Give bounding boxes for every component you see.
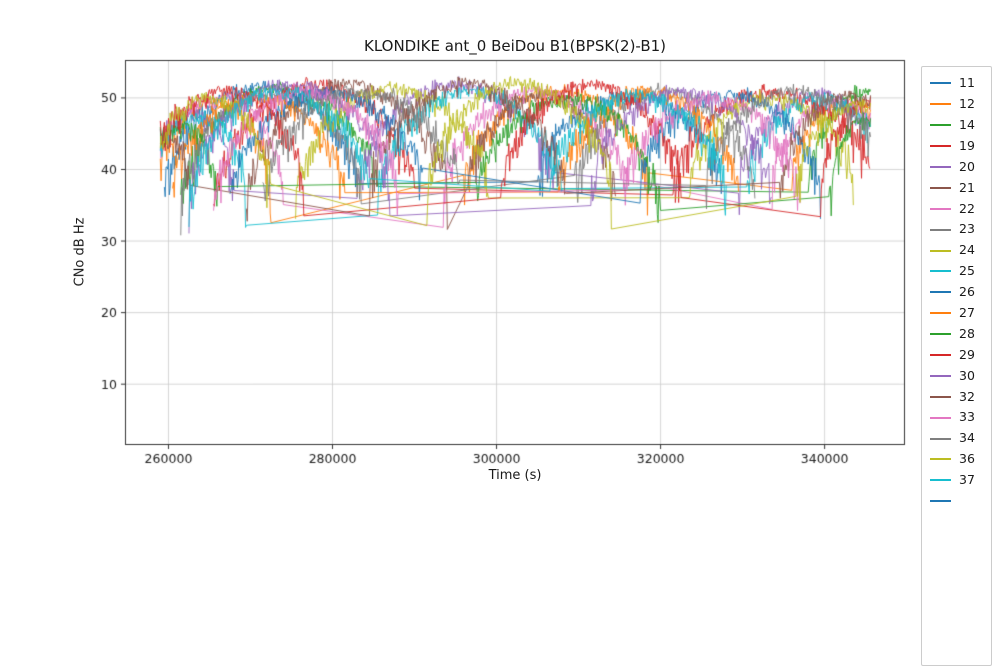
legend-item	[930, 491, 985, 512]
legend-item: 21	[930, 177, 985, 198]
legend-label: 28	[959, 325, 975, 341]
legend-label: 21	[959, 179, 975, 195]
legend-label: 22	[959, 200, 975, 216]
legend-item: 32	[930, 386, 985, 407]
legend-line-swatch	[930, 82, 951, 85]
x-axis-label: Time (s)	[488, 468, 542, 483]
chart-title: KLONDIKE ant_0 BeiDou B1(BPSK(2)-B1)	[363, 37, 666, 55]
legend-label: 27	[959, 304, 975, 320]
legend-line-swatch	[930, 416, 951, 419]
legend-item: 36	[930, 449, 985, 470]
legend-label: 32	[959, 388, 975, 404]
legend-label: 20	[959, 158, 975, 174]
legend-line-swatch	[930, 186, 951, 189]
legend-label: 33	[959, 409, 975, 425]
legend-label: 26	[959, 284, 975, 300]
legend-line-swatch	[930, 291, 951, 294]
legend-line-swatch	[930, 395, 951, 398]
legend-item: 30	[930, 365, 985, 386]
legend-item: 34	[930, 428, 985, 449]
legend-item: 14	[930, 115, 985, 136]
legend-item: 24	[930, 240, 985, 261]
legend-line-swatch	[930, 374, 951, 377]
legend-line-swatch	[930, 166, 951, 168]
legend-label: 12	[959, 96, 975, 112]
legend-line-swatch	[930, 145, 951, 148]
legend-item: 22	[930, 198, 985, 219]
legend-item: 12	[930, 94, 985, 115]
legend-item: 19	[930, 136, 985, 157]
legend-item: 29	[930, 345, 985, 366]
chart-canvas	[0, 0, 1000, 500]
legend-line-swatch	[930, 437, 951, 440]
legend-label: 34	[959, 430, 975, 446]
legend-item: 20	[930, 157, 985, 178]
legend-line-swatch	[930, 500, 951, 503]
legend-line-swatch	[930, 479, 951, 482]
legend-line-swatch	[930, 270, 951, 273]
legend-line-swatch	[930, 312, 951, 315]
legend-line-swatch	[930, 228, 951, 231]
legend-label: 30	[959, 367, 975, 383]
legend-item: 33	[930, 407, 985, 428]
legend-label: 25	[959, 263, 975, 279]
legend-line-swatch	[930, 249, 951, 252]
legend-line-swatch	[930, 333, 951, 336]
legend-label: 11	[959, 75, 975, 91]
legend-item: 11	[930, 73, 985, 94]
legend-line-swatch	[930, 354, 951, 357]
legend-line-swatch	[930, 103, 951, 106]
legend-item: 37	[930, 470, 985, 491]
legend-label: 14	[959, 116, 975, 132]
legend-label: 24	[959, 242, 975, 258]
legend-item: 26	[930, 282, 985, 303]
legend-line-swatch	[930, 207, 951, 210]
legend-label: 23	[959, 221, 975, 237]
legend-item: 27	[930, 303, 985, 324]
y-axis-label: CNo dB Hz	[72, 217, 88, 287]
legend: 11 12 14 19 20 21 22 23 24 25 26 27 28 29 30 32 33 34 36 37	[921, 66, 992, 666]
legend-line-swatch	[930, 458, 951, 461]
legend-label: 29	[959, 346, 975, 362]
legend-item: 23	[930, 219, 985, 240]
legend-line-swatch	[930, 124, 951, 127]
legend-label: 37	[959, 472, 975, 488]
legend-label: 19	[959, 137, 975, 153]
legend-item: 25	[930, 261, 985, 282]
legend-label: 36	[959, 451, 975, 467]
legend-item: 28	[930, 324, 985, 345]
